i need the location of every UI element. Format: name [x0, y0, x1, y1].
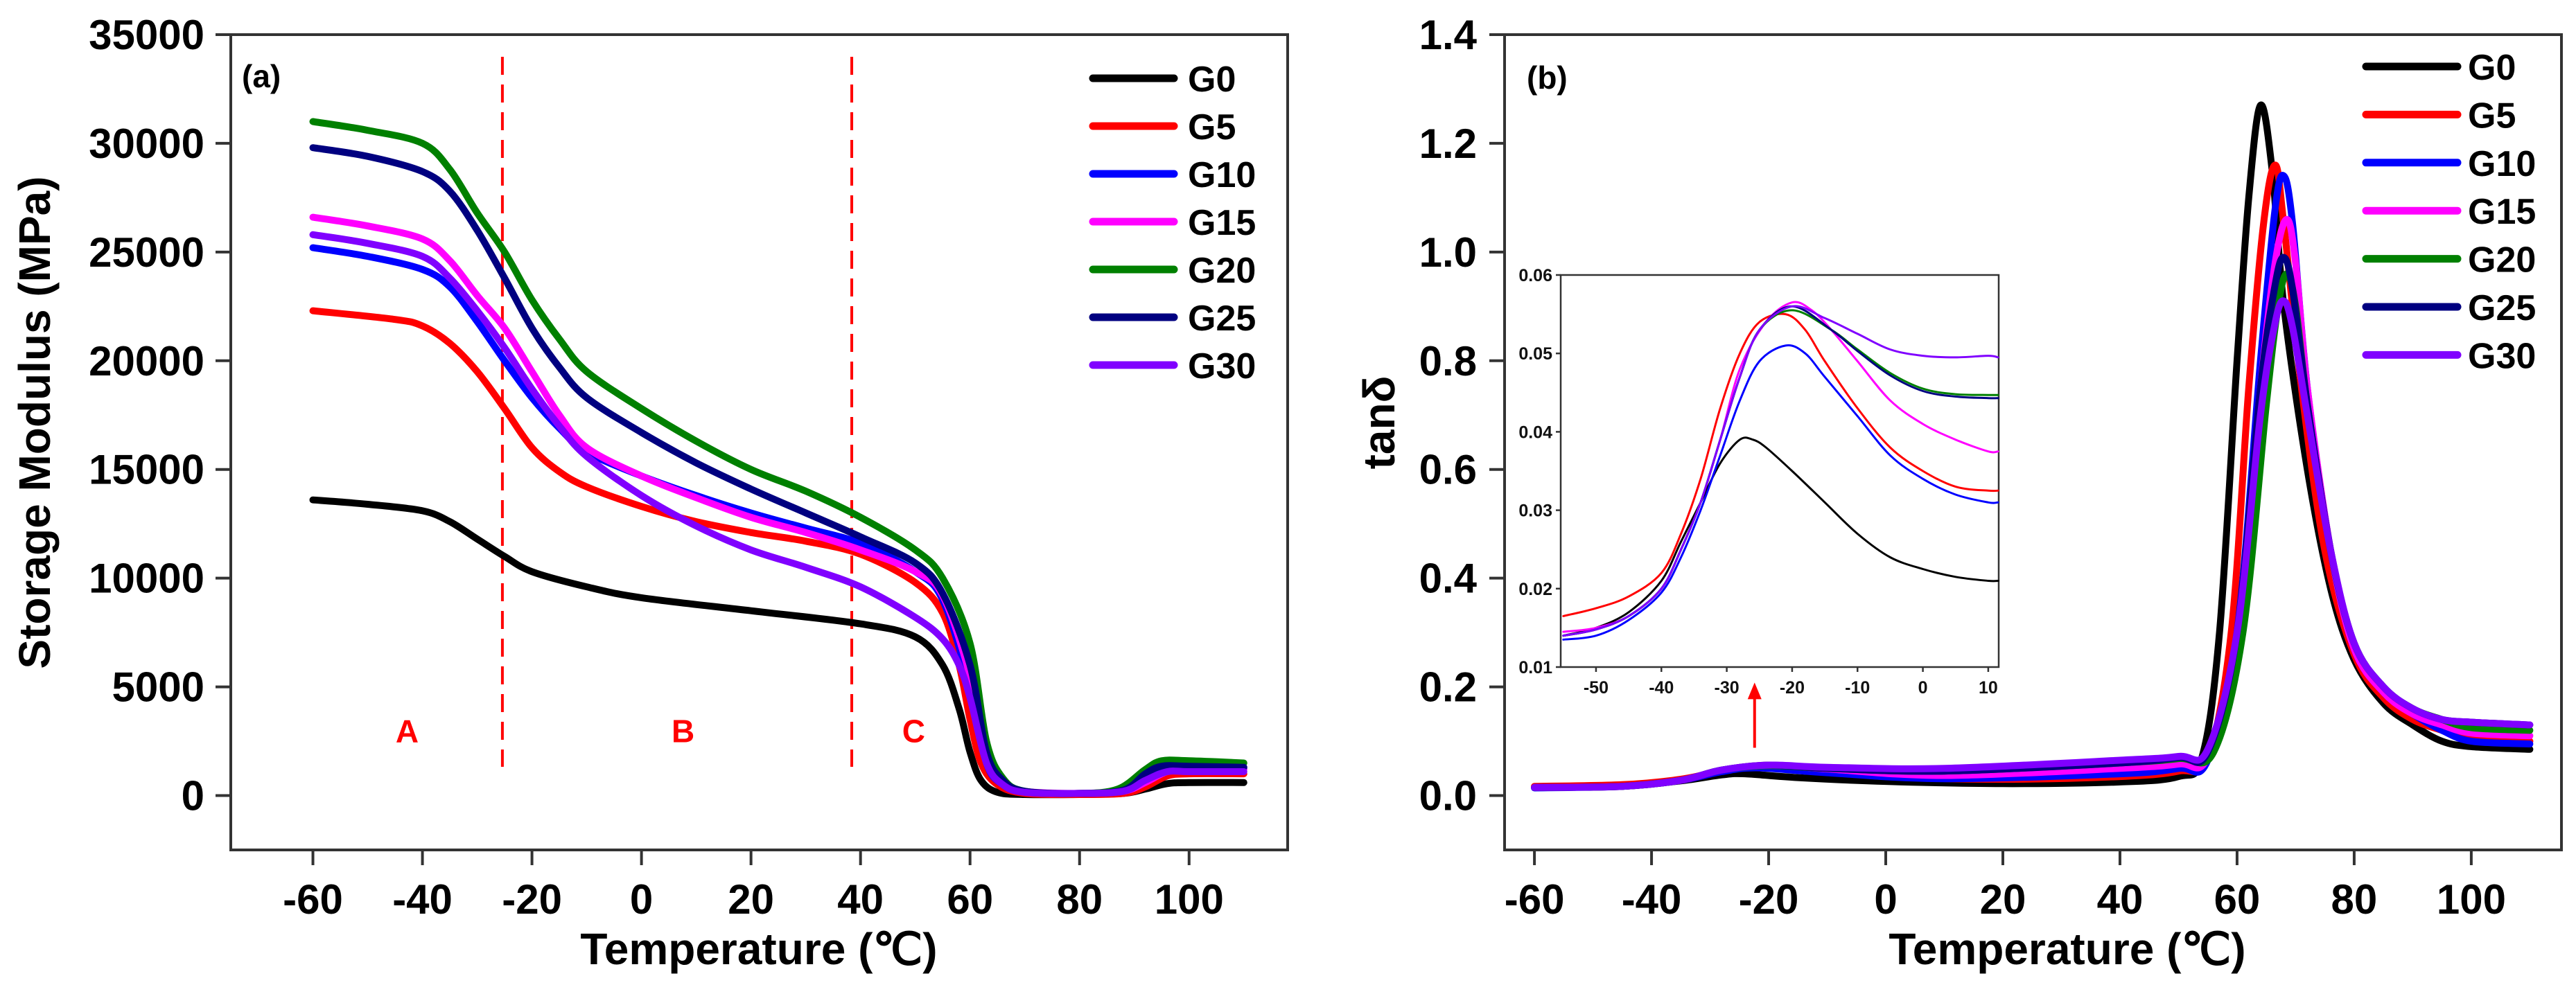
x-tick-label: 80: [1056, 876, 1103, 923]
legend-label-g15: G15: [2468, 192, 2536, 232]
storage-modulus-chart: -60 -40 -20 0 20 40 60 80 100 0 5000 10000 15000 2000…: [10, 12, 1289, 974]
x-tick-label: 20: [1980, 876, 2026, 923]
y-tick-label: 30000: [89, 121, 204, 167]
x-tick-label: -40: [392, 876, 453, 923]
x-tick-label: 40: [837, 876, 884, 923]
legend-label-g10: G10: [1188, 155, 1256, 195]
x-tick-label: 60: [947, 876, 993, 923]
panel-label: (a): [242, 58, 281, 94]
y-tick-label: 0.0: [1419, 773, 1477, 819]
y-tick-label: 0.4: [1419, 556, 1478, 602]
legend-label-g10: G10: [2468, 144, 2536, 184]
legend-label-g0: G0: [2468, 48, 2516, 88]
y-tick-label: 0: [182, 773, 204, 819]
x-tick-label: -40: [1622, 876, 1682, 923]
y-tick-label: 0.8: [1419, 338, 1477, 384]
inset-y-tick-label: 0.02: [1518, 580, 1552, 599]
region-label-c: C: [902, 713, 925, 749]
series-g30: [1531, 297, 2534, 791]
x-tick-label: 0: [630, 876, 653, 923]
y-tick-label: 35000: [89, 12, 204, 58]
x-tick-label: -20: [502, 876, 562, 923]
tan-delta-chart: -60 -40 -20 0 20 40 60 80 1000.00.20.40.60.81.01…: [1354, 12, 2563, 974]
inset-x-tick-label: -20: [1780, 678, 1805, 698]
inset-x-tick-label: -10: [1845, 678, 1870, 698]
y-tick-label: 5000: [112, 664, 204, 711]
panel-label: (b): [1527, 60, 1568, 96]
y-tick-label: 20000: [89, 338, 204, 384]
x-tick-label: 100: [2437, 876, 2506, 923]
series-g30: [309, 231, 1247, 797]
y-tick-label: 15000: [89, 447, 204, 493]
inset-y-tick-label: 0.05: [1518, 344, 1552, 364]
inset-plot-frame: [1559, 274, 2000, 668]
inset-y-tick-label: 0.04: [1518, 423, 1552, 442]
inset-x-tick-label: -40: [1649, 678, 1674, 698]
inset-chart: -50 -40 -30 -20 -10 0 10 0.01 0.02 0.03 0.04 0.05 0.…: [1518, 266, 2000, 698]
legend-label-g30: G30: [2468, 336, 2536, 376]
legend-label-g5: G5: [1188, 107, 1236, 148]
y-tick-label: 1.2: [1419, 121, 1477, 167]
x-tick-label: -60: [1505, 876, 1565, 923]
inset-series-g5: [1562, 312, 1999, 617]
y-tick-label: 10000: [89, 556, 204, 602]
x-tick-label: 60: [2214, 876, 2261, 923]
y-tick-label: 1.0: [1419, 229, 1477, 276]
inset-x-tick-label: -50: [1584, 678, 1609, 698]
x-axis-title: Temperature (℃): [580, 924, 937, 974]
x-axis-title: Temperature (℃): [1889, 924, 2245, 974]
inset-series-g30: [1562, 305, 1999, 637]
plot-frame: [229, 33, 1289, 851]
inset-y-tick-label: 0.06: [1518, 266, 1552, 285]
legend-label-g25: G25: [2468, 288, 2536, 328]
legend-label-g30: G30: [1188, 346, 1256, 387]
inset-x-tick-label: 10: [1979, 678, 1998, 698]
x-tick-label: 0: [1874, 876, 1897, 923]
y-axis-title: Storage Modulus (MPa): [10, 176, 60, 668]
legend-label-g20: G20: [2468, 240, 2536, 281]
x-tick-label: 40: [2097, 876, 2144, 923]
x-tick-label: 20: [728, 876, 774, 923]
region-label-b: B: [672, 713, 694, 749]
inset-x-tick-label: -30: [1715, 678, 1740, 698]
x-tick-label: -60: [283, 876, 343, 923]
y-tick-label: 25000: [89, 229, 204, 276]
y-tick-label: 0.2: [1419, 664, 1477, 711]
x-tick-label: 80: [2331, 876, 2378, 923]
x-tick-label: -20: [1739, 876, 1799, 923]
y-axis-title: tanδ: [1354, 376, 1404, 470]
inset-y-tick-label: 0.01: [1518, 658, 1552, 677]
inset-series-g10: [1562, 344, 1999, 641]
y-tick-label: 0.6: [1419, 447, 1477, 493]
arrow-up-icon: [1747, 682, 1762, 700]
legend-label-g0: G0: [1188, 60, 1236, 100]
legend-label-g5: G5: [2468, 96, 2516, 136]
inset-y-tick-label: 0.03: [1518, 502, 1552, 521]
x-tick-label: 100: [1155, 876, 1224, 923]
legend-label-g15: G15: [1188, 203, 1256, 243]
legend-label-g20: G20: [1188, 251, 1256, 291]
legend-label-g25: G25: [1188, 299, 1256, 339]
inset-series-g0: [1562, 436, 1999, 637]
y-tick-label: 1.4: [1419, 12, 1478, 58]
region-label-a: A: [396, 713, 419, 749]
inset-x-tick-label: 0: [1918, 678, 1928, 698]
